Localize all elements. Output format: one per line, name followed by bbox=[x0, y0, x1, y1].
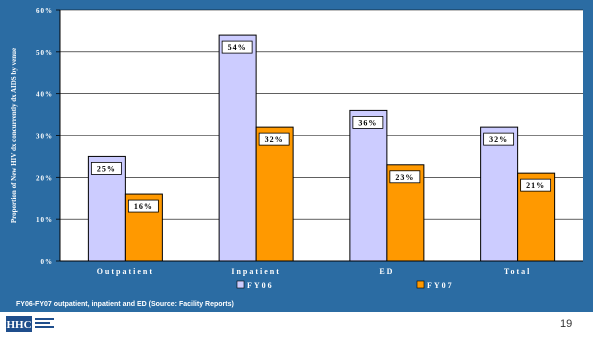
data-label: 36% bbox=[358, 118, 377, 127]
bar-chart: 25% 16% 54% 32% 36% 23% 32% 21% 0% 10% 20% 30% 40% 5… bbox=[10, 7, 583, 290]
data-label: 32% bbox=[265, 135, 284, 144]
y-tick-label: 0% bbox=[41, 258, 54, 266]
data-label: 32% bbox=[489, 135, 508, 144]
y-tick-label: 30% bbox=[36, 133, 53, 141]
data-label: 16% bbox=[134, 202, 153, 211]
footer-bar bbox=[0, 312, 593, 338]
x-category-label: ED bbox=[379, 267, 394, 276]
data-label: 54% bbox=[228, 43, 247, 52]
hhc-logo: HHC bbox=[6, 316, 54, 332]
data-label-box bbox=[389, 170, 421, 184]
y-tick-label: 40% bbox=[36, 91, 53, 99]
y-axis-label: Proportion of New HIV dx concurrently dx… bbox=[10, 48, 18, 223]
y-tick-label: 50% bbox=[36, 49, 53, 57]
y-tick-label: 20% bbox=[36, 174, 53, 182]
y-tick-label: 60% bbox=[36, 7, 53, 15]
bar-fy06 bbox=[218, 34, 257, 262]
x-category-label: Total bbox=[504, 267, 532, 276]
data-label-box bbox=[127, 199, 159, 213]
legend-swatch-fy06 bbox=[236, 280, 245, 289]
x-category-label: Inpatient bbox=[231, 267, 281, 276]
bar-fy06 bbox=[480, 126, 519, 262]
data-label-box bbox=[483, 132, 515, 146]
x-category-label: Outpatient bbox=[97, 267, 154, 276]
bar-fy07 bbox=[255, 126, 294, 262]
data-label-box bbox=[352, 116, 384, 129]
page-number: 19 bbox=[560, 318, 573, 330]
data-label: 25% bbox=[97, 164, 116, 173]
data-label-box bbox=[520, 178, 552, 192]
legend-label-fy06: FY06 bbox=[247, 281, 274, 290]
data-label: 23% bbox=[395, 173, 414, 182]
data-label-box bbox=[258, 132, 290, 146]
data-label: 21% bbox=[526, 181, 545, 190]
logo-text: HHC bbox=[6, 319, 31, 331]
source-note: FY06-FY07 outpatient, inpatient and ED (… bbox=[16, 301, 234, 308]
bar-fy06 bbox=[349, 109, 388, 262]
data-label-box bbox=[90, 162, 122, 175]
y-tick-label: 10% bbox=[36, 216, 53, 224]
data-label-box bbox=[221, 40, 253, 54]
legend-swatch-fy07 bbox=[416, 280, 425, 289]
legend-label-fy07: FY07 bbox=[427, 281, 454, 290]
